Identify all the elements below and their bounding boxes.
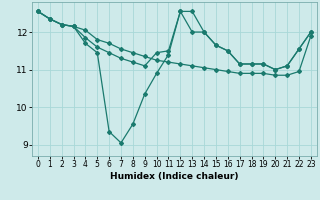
X-axis label: Humidex (Indice chaleur): Humidex (Indice chaleur) — [110, 172, 239, 181]
